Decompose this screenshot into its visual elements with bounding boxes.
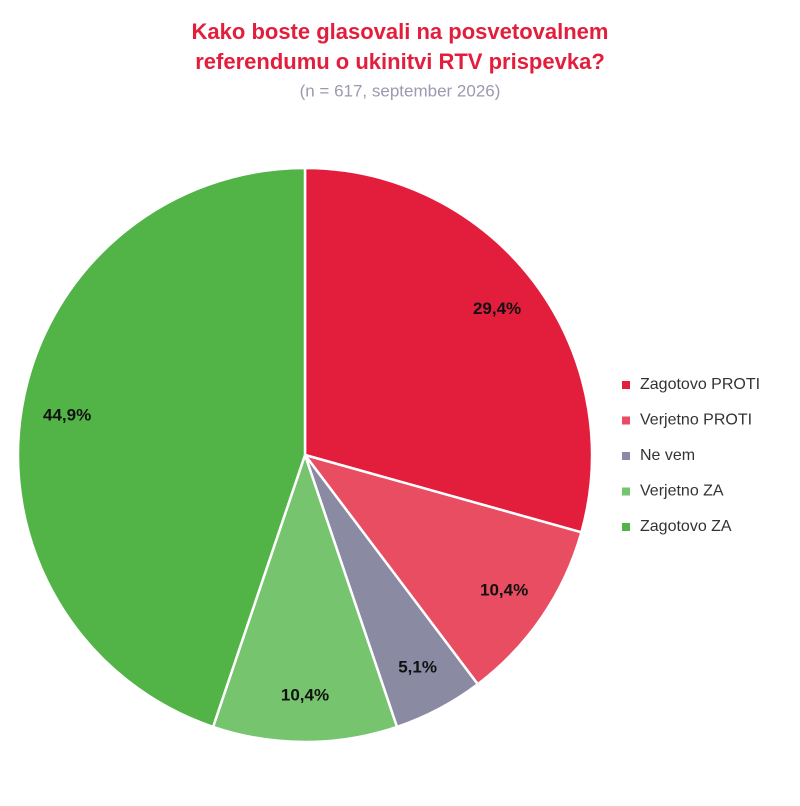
chart-title: referendumu o ukinitvi RTV prispevka? [195,49,605,74]
value-label: 44,9% [43,405,91,424]
legend-swatch [622,523,630,531]
legend-label: Zagotovo PROTI [640,376,760,393]
legend-label: Ne vem [640,447,695,464]
legend-swatch [622,381,630,389]
pie-slice [301,452,583,686]
legend-swatch [622,487,630,496]
pie-slice [16,166,307,729]
pie-slice [211,451,399,744]
value-label: 10,4% [281,686,329,705]
legend-label: Verjetno PROTI [640,412,752,429]
pie-slice [303,166,594,534]
value-label: 10,4% [480,580,528,599]
value-label: 29,4% [473,299,521,318]
legend-label: Zagotovo ZA [640,518,732,535]
legend-label: Verjetno ZA [640,483,724,500]
legend-swatch [622,416,630,425]
chart-subtitle: (n = 617, september 2026) [300,81,501,100]
legend-swatch [622,452,630,460]
value-label: 5,1% [398,658,437,677]
chart-title: Kako boste glasovali na posvetovalnem [192,19,609,44]
